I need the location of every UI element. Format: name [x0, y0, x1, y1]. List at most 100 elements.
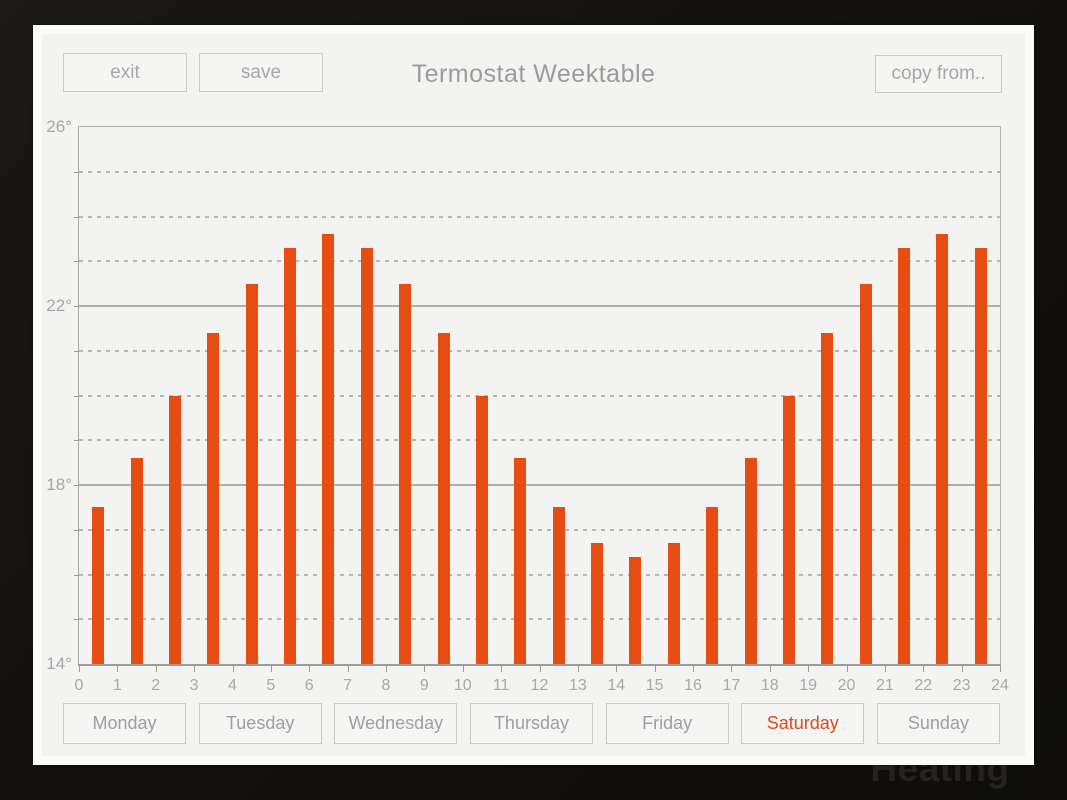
x-axis-tick [1000, 666, 1001, 672]
temperature-bar-hour-21[interactable] [898, 247, 911, 664]
x-axis-label-6: 6 [304, 677, 314, 694]
x-axis-label-3: 3 [189, 677, 199, 694]
temperature-bar-hour-14[interactable] [629, 556, 642, 664]
x-axis-label-23: 23 [952, 677, 971, 694]
thermostat-weektable-dialog: exit save Termostat Weektable copy from.… [33, 25, 1034, 765]
x-axis-tick [693, 666, 694, 672]
x-axis-label-11: 11 [492, 677, 510, 694]
x-axis-tick [347, 666, 349, 672]
day-button-wednesday[interactable]: Wednesday [334, 703, 458, 744]
y-axis-label-26: 26° [46, 117, 72, 136]
gridline-dashed-25 [79, 170, 1000, 173]
x-axis-tick [654, 666, 656, 672]
x-axis-tick [961, 666, 963, 672]
day-button-sunday[interactable]: Sunday [876, 703, 1000, 744]
x-axis-tick [846, 666, 848, 672]
x-axis-label-14: 14 [607, 677, 626, 694]
y-axis-tick [74, 171, 79, 173]
temperature-bar-hour-2[interactable] [168, 395, 181, 664]
temperature-bar-hour-20[interactable] [859, 283, 872, 664]
temperature-bar-hour-7[interactable] [360, 247, 373, 664]
temperature-bar-hour-13[interactable] [591, 543, 604, 664]
gridline-dashed-16 [79, 573, 1000, 576]
x-axis-label-2: 2 [151, 677, 161, 694]
x-axis-label-17: 17 [722, 677, 741, 694]
x-axis-label-5: 5 [266, 677, 276, 694]
y-axis-tick [74, 395, 79, 397]
temperature-bar-hour-22[interactable] [936, 234, 949, 664]
copy-from-button[interactable]: copy from.. [875, 55, 1002, 93]
day-button-monday[interactable]: Monday [63, 703, 186, 744]
x-axis-label-9: 9 [419, 677, 429, 694]
temperature-bar-hour-16[interactable] [706, 507, 719, 664]
temperature-bar-hour-11[interactable] [514, 458, 527, 664]
x-axis-label-0: 0 [74, 677, 84, 694]
x-axis-tick [577, 666, 579, 672]
x-axis-tick [386, 666, 387, 672]
temperature-chart-plot-area[interactable]: 26° 22° 18° 14° 0 1 2 3 4 5 6 7 8 9 10 11 12 13 14 15 16 17 18… [46, 117, 1009, 694]
temperature-bar-hour-12[interactable] [552, 507, 565, 664]
temperature-bar-hour-19[interactable] [821, 332, 834, 664]
y-axis-tick [74, 440, 79, 442]
temperature-bar-hour-10[interactable] [475, 395, 488, 664]
x-axis-tick [79, 666, 80, 672]
x-axis-tick [155, 666, 157, 672]
temperature-bar-hour-4[interactable] [245, 283, 258, 664]
x-axis-label-10: 10 [453, 677, 472, 694]
day-button-saturday[interactable]: Saturday [741, 703, 865, 744]
x-axis-label-8: 8 [381, 677, 391, 694]
x-axis-tick [731, 666, 733, 672]
x-axis-tick [117, 666, 119, 672]
exit-button[interactable]: exit [63, 53, 187, 92]
y-axis-tick [74, 574, 79, 576]
save-button[interactable]: save [199, 53, 323, 92]
day-button-thursday[interactable]: Thursday [469, 703, 593, 744]
gridline-dashed-21 [79, 349, 1000, 352]
y-axis-label-14: 14° [46, 654, 72, 673]
gridline-dashed-19 [79, 439, 1000, 442]
x-axis-label-12: 12 [530, 677, 549, 694]
temperature-bar-hour-18[interactable] [782, 395, 795, 664]
x-axis-label-7: 7 [343, 677, 353, 694]
temperature-bar-hour-9[interactable] [437, 332, 450, 664]
x-axis-label-22: 22 [914, 677, 933, 694]
gridline-solid-22 [79, 305, 1000, 307]
y-axis-tick [74, 216, 79, 218]
x-axis-label-19: 19 [799, 677, 818, 694]
temperature-bar-hour-6[interactable] [322, 234, 335, 664]
x-axis-label-16: 16 [684, 677, 702, 694]
x-axis-tick [769, 666, 771, 672]
temperature-bar-hour-1[interactable] [130, 458, 143, 664]
temperature-bar-hour-5[interactable] [284, 247, 297, 664]
dialog-content: exit save Termostat Weektable copy from.… [42, 34, 1025, 756]
x-axis-tick [539, 666, 541, 672]
x-axis-tick [462, 666, 464, 672]
day-button-friday[interactable]: Friday [605, 703, 729, 744]
gridline-dashed-23 [79, 260, 1000, 263]
temperature-bar-hour-0[interactable] [92, 507, 105, 664]
x-axis-label-13: 13 [568, 677, 587, 694]
day-selector-row: Monday Tuesday Wednesday Thursday Friday Satu… [63, 703, 1000, 744]
y-axis-tick [74, 619, 79, 621]
x-axis-tick [808, 666, 810, 672]
temperature-bar-hour-8[interactable] [399, 283, 412, 664]
gridline-solid-18 [79, 484, 1000, 486]
temperature-bar-hour-23[interactable] [974, 247, 987, 664]
x-axis-tick [616, 666, 618, 672]
x-axis-tick [501, 666, 503, 672]
gridline-dashed-24 [79, 215, 1000, 218]
y-axis-tick [74, 306, 79, 307]
temperature-bar-hour-15[interactable] [667, 543, 680, 664]
temperature-bar-hour-17[interactable] [744, 458, 757, 664]
x-axis-tick [232, 666, 234, 672]
x-axis-label-15: 15 [645, 677, 664, 694]
y-axis-tick [74, 350, 79, 352]
gridline-dashed-17 [79, 528, 1000, 531]
day-button-tuesday[interactable]: Tuesday [198, 703, 322, 744]
x-axis-label-18: 18 [760, 677, 779, 694]
temperature-bar-hour-3[interactable] [207, 332, 220, 664]
dialog-title: Termostat Weektable [411, 60, 656, 88]
y-axis-label-22: 22° [46, 296, 72, 315]
x-axis-tick [309, 666, 311, 672]
